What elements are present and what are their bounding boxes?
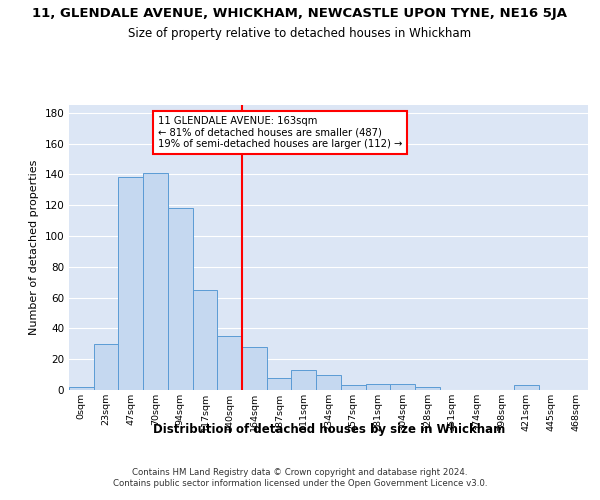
Text: Size of property relative to detached houses in Whickham: Size of property relative to detached ho… bbox=[128, 28, 472, 40]
Text: 11, GLENDALE AVENUE, WHICKHAM, NEWCASTLE UPON TYNE, NE16 5JA: 11, GLENDALE AVENUE, WHICKHAM, NEWCASTLE… bbox=[32, 8, 568, 20]
Bar bbox=[390, 384, 415, 390]
Text: Contains HM Land Registry data © Crown copyright and database right 2024.
Contai: Contains HM Land Registry data © Crown c… bbox=[113, 468, 487, 487]
Bar bbox=[69, 387, 94, 390]
Text: 11 GLENDALE AVENUE: 163sqm
← 81% of detached houses are smaller (487)
19% of sem: 11 GLENDALE AVENUE: 163sqm ← 81% of deta… bbox=[158, 116, 403, 149]
Bar bbox=[514, 386, 539, 390]
Bar bbox=[341, 386, 365, 390]
Bar bbox=[316, 374, 341, 390]
Bar bbox=[94, 344, 118, 390]
Bar bbox=[267, 378, 292, 390]
Text: Distribution of detached houses by size in Whickham: Distribution of detached houses by size … bbox=[152, 422, 505, 436]
Y-axis label: Number of detached properties: Number of detached properties bbox=[29, 160, 39, 335]
Bar bbox=[217, 336, 242, 390]
Bar bbox=[118, 178, 143, 390]
Bar bbox=[193, 290, 217, 390]
Bar bbox=[143, 173, 168, 390]
Bar bbox=[365, 384, 390, 390]
Bar bbox=[168, 208, 193, 390]
Bar bbox=[415, 387, 440, 390]
Bar bbox=[242, 347, 267, 390]
Bar bbox=[292, 370, 316, 390]
